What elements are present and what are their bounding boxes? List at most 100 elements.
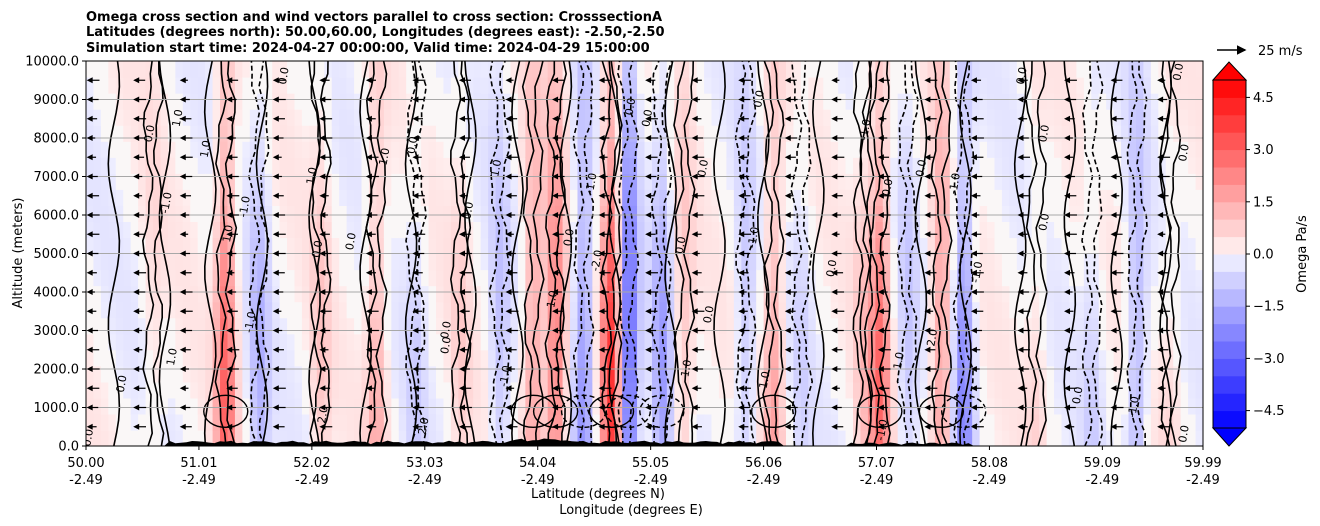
omega-cell: [1098, 269, 1107, 287]
wind-arrow: [1017, 77, 1028, 84]
omega-cell: [458, 349, 467, 367]
omega-cell: [890, 109, 899, 126]
omega-cell: [853, 205, 862, 223]
omega-cell: [1031, 349, 1040, 367]
omega-cell: [771, 349, 780, 367]
omega-cell: [778, 429, 787, 446]
omega-cell: [443, 253, 452, 271]
omega-cell: [637, 365, 646, 383]
omega-cell: [890, 173, 899, 190]
y-tick-label: 3000.0: [34, 324, 80, 339]
omega-cell: [354, 157, 363, 174]
omega-cell: [860, 61, 869, 78]
omega-cell: [972, 365, 981, 383]
omega-cell: [473, 173, 482, 190]
omega-cell: [934, 413, 943, 431]
omega-cell: [964, 109, 973, 126]
wind-arrow: [272, 231, 286, 238]
omega-cell: [331, 237, 340, 255]
omega-cell: [100, 109, 109, 126]
omega-cell: [1121, 317, 1130, 335]
omega-cell: [1143, 413, 1152, 431]
omega-cell: [1031, 141, 1040, 158]
omega-cell: [1024, 77, 1033, 94]
wind-arrow: [645, 346, 655, 353]
omega-cell: [257, 61, 266, 78]
omega-cell: [257, 269, 266, 287]
omega-cell: [659, 157, 668, 174]
omega-cell: [562, 269, 571, 287]
omega-cell: [1054, 157, 1063, 174]
omega-cell: [279, 221, 288, 239]
omega-cell: [383, 237, 392, 255]
omega-cell: [927, 317, 936, 335]
omega-cell: [882, 125, 891, 142]
contour-label: 0.0: [1176, 424, 1192, 443]
omega-cell: [354, 301, 363, 319]
omega-cell: [153, 205, 162, 223]
omega-cell: [830, 333, 839, 351]
omega-cell: [1024, 349, 1033, 367]
omega-cell: [815, 429, 824, 446]
omega-cell: [793, 285, 802, 303]
wind-arrow: [226, 135, 236, 141]
omega-cell: [227, 333, 236, 351]
colorbar-level: [1213, 306, 1246, 325]
omega-cell: [637, 205, 646, 223]
omega-cell: [93, 397, 102, 415]
omega-cell: [696, 205, 705, 223]
wind-arrow: [738, 77, 752, 84]
omega-cell: [800, 237, 809, 255]
omega-cell: [815, 237, 824, 255]
omega-cell: [1024, 253, 1033, 271]
contour-label: -1.0: [158, 191, 175, 214]
omega-cell: [957, 141, 966, 158]
omega-cell: [763, 413, 772, 431]
omega-cell: [659, 125, 668, 142]
omega-cell: [793, 253, 802, 271]
omega-cell: [309, 381, 318, 399]
omega-cell: [115, 189, 124, 206]
omega-cell: [1180, 189, 1189, 206]
wind-arrow: [970, 423, 984, 430]
omega-cell: [145, 157, 154, 174]
wind-arrow: [319, 423, 333, 430]
omega-cell: [1106, 429, 1115, 446]
omega-cell: [324, 125, 333, 142]
omega-cell: [1016, 61, 1025, 78]
omega-cell: [227, 413, 236, 431]
omega-cell: [681, 429, 690, 446]
omega-cell: [666, 77, 675, 94]
wind-arrow: [831, 212, 842, 218]
contour-labels: 0.01.00.0-1.01.0-1.01.0-1.01.00.00.01.00…: [86, 62, 1192, 446]
omega-cell: [733, 285, 742, 303]
omega-cell: [480, 77, 489, 94]
omega-cell: [279, 349, 288, 367]
omega-cell: [845, 237, 854, 255]
omega-cell: [1113, 413, 1122, 431]
omega-cell: [473, 301, 482, 319]
omega-cell: [130, 317, 139, 335]
omega-cell: [1158, 429, 1167, 446]
wind-arrow: [412, 115, 423, 122]
omega-cell: [741, 173, 750, 190]
omega-cell: [190, 141, 199, 158]
wind-arrow: [645, 192, 655, 199]
omega-cell: [138, 125, 147, 142]
wind-arrow: [86, 231, 100, 238]
contour-label: -1.0: [497, 364, 514, 387]
omega-cell: [272, 349, 281, 367]
wind-arrow: [1064, 366, 1078, 372]
omega-cell: [361, 253, 370, 271]
omega-cell: [905, 157, 914, 174]
omega-cell: [272, 413, 281, 431]
omega-cell: [741, 397, 750, 415]
omega-cell: [1076, 189, 1085, 206]
omega-cell: [756, 173, 765, 190]
omega-cell: [1121, 221, 1130, 239]
omega-cell: [212, 61, 221, 78]
omega-cell: [1046, 141, 1055, 158]
omega-cell: [949, 61, 958, 78]
omega-cell: [1046, 189, 1055, 206]
omega-cell: [272, 157, 281, 174]
